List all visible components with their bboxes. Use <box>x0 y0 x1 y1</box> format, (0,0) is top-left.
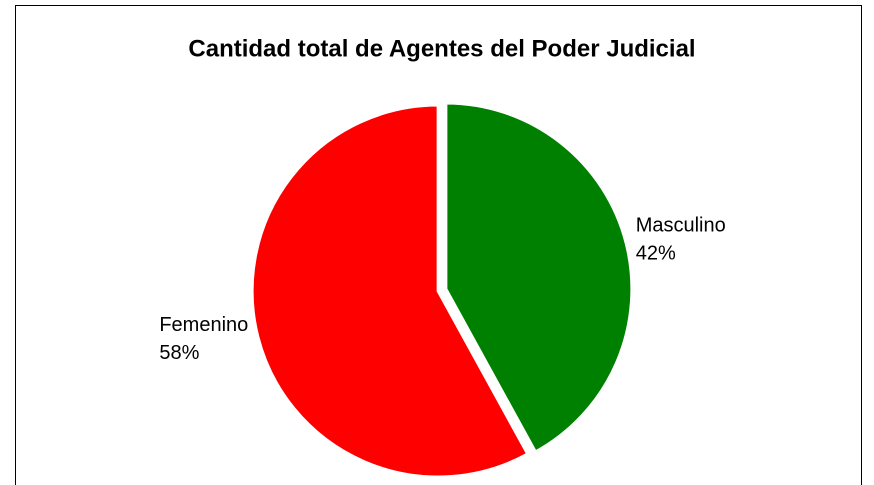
slice-label: Femenino <box>159 314 248 336</box>
slice-value-label: 58% <box>159 342 199 364</box>
pie-slice <box>444 101 634 455</box>
slice-value-label: 42% <box>636 243 676 265</box>
chart-title: Cantidad total de Agentes del Poder Judi… <box>188 35 695 62</box>
slice-label: Masculino <box>636 215 726 237</box>
pie-slice <box>250 103 530 479</box>
